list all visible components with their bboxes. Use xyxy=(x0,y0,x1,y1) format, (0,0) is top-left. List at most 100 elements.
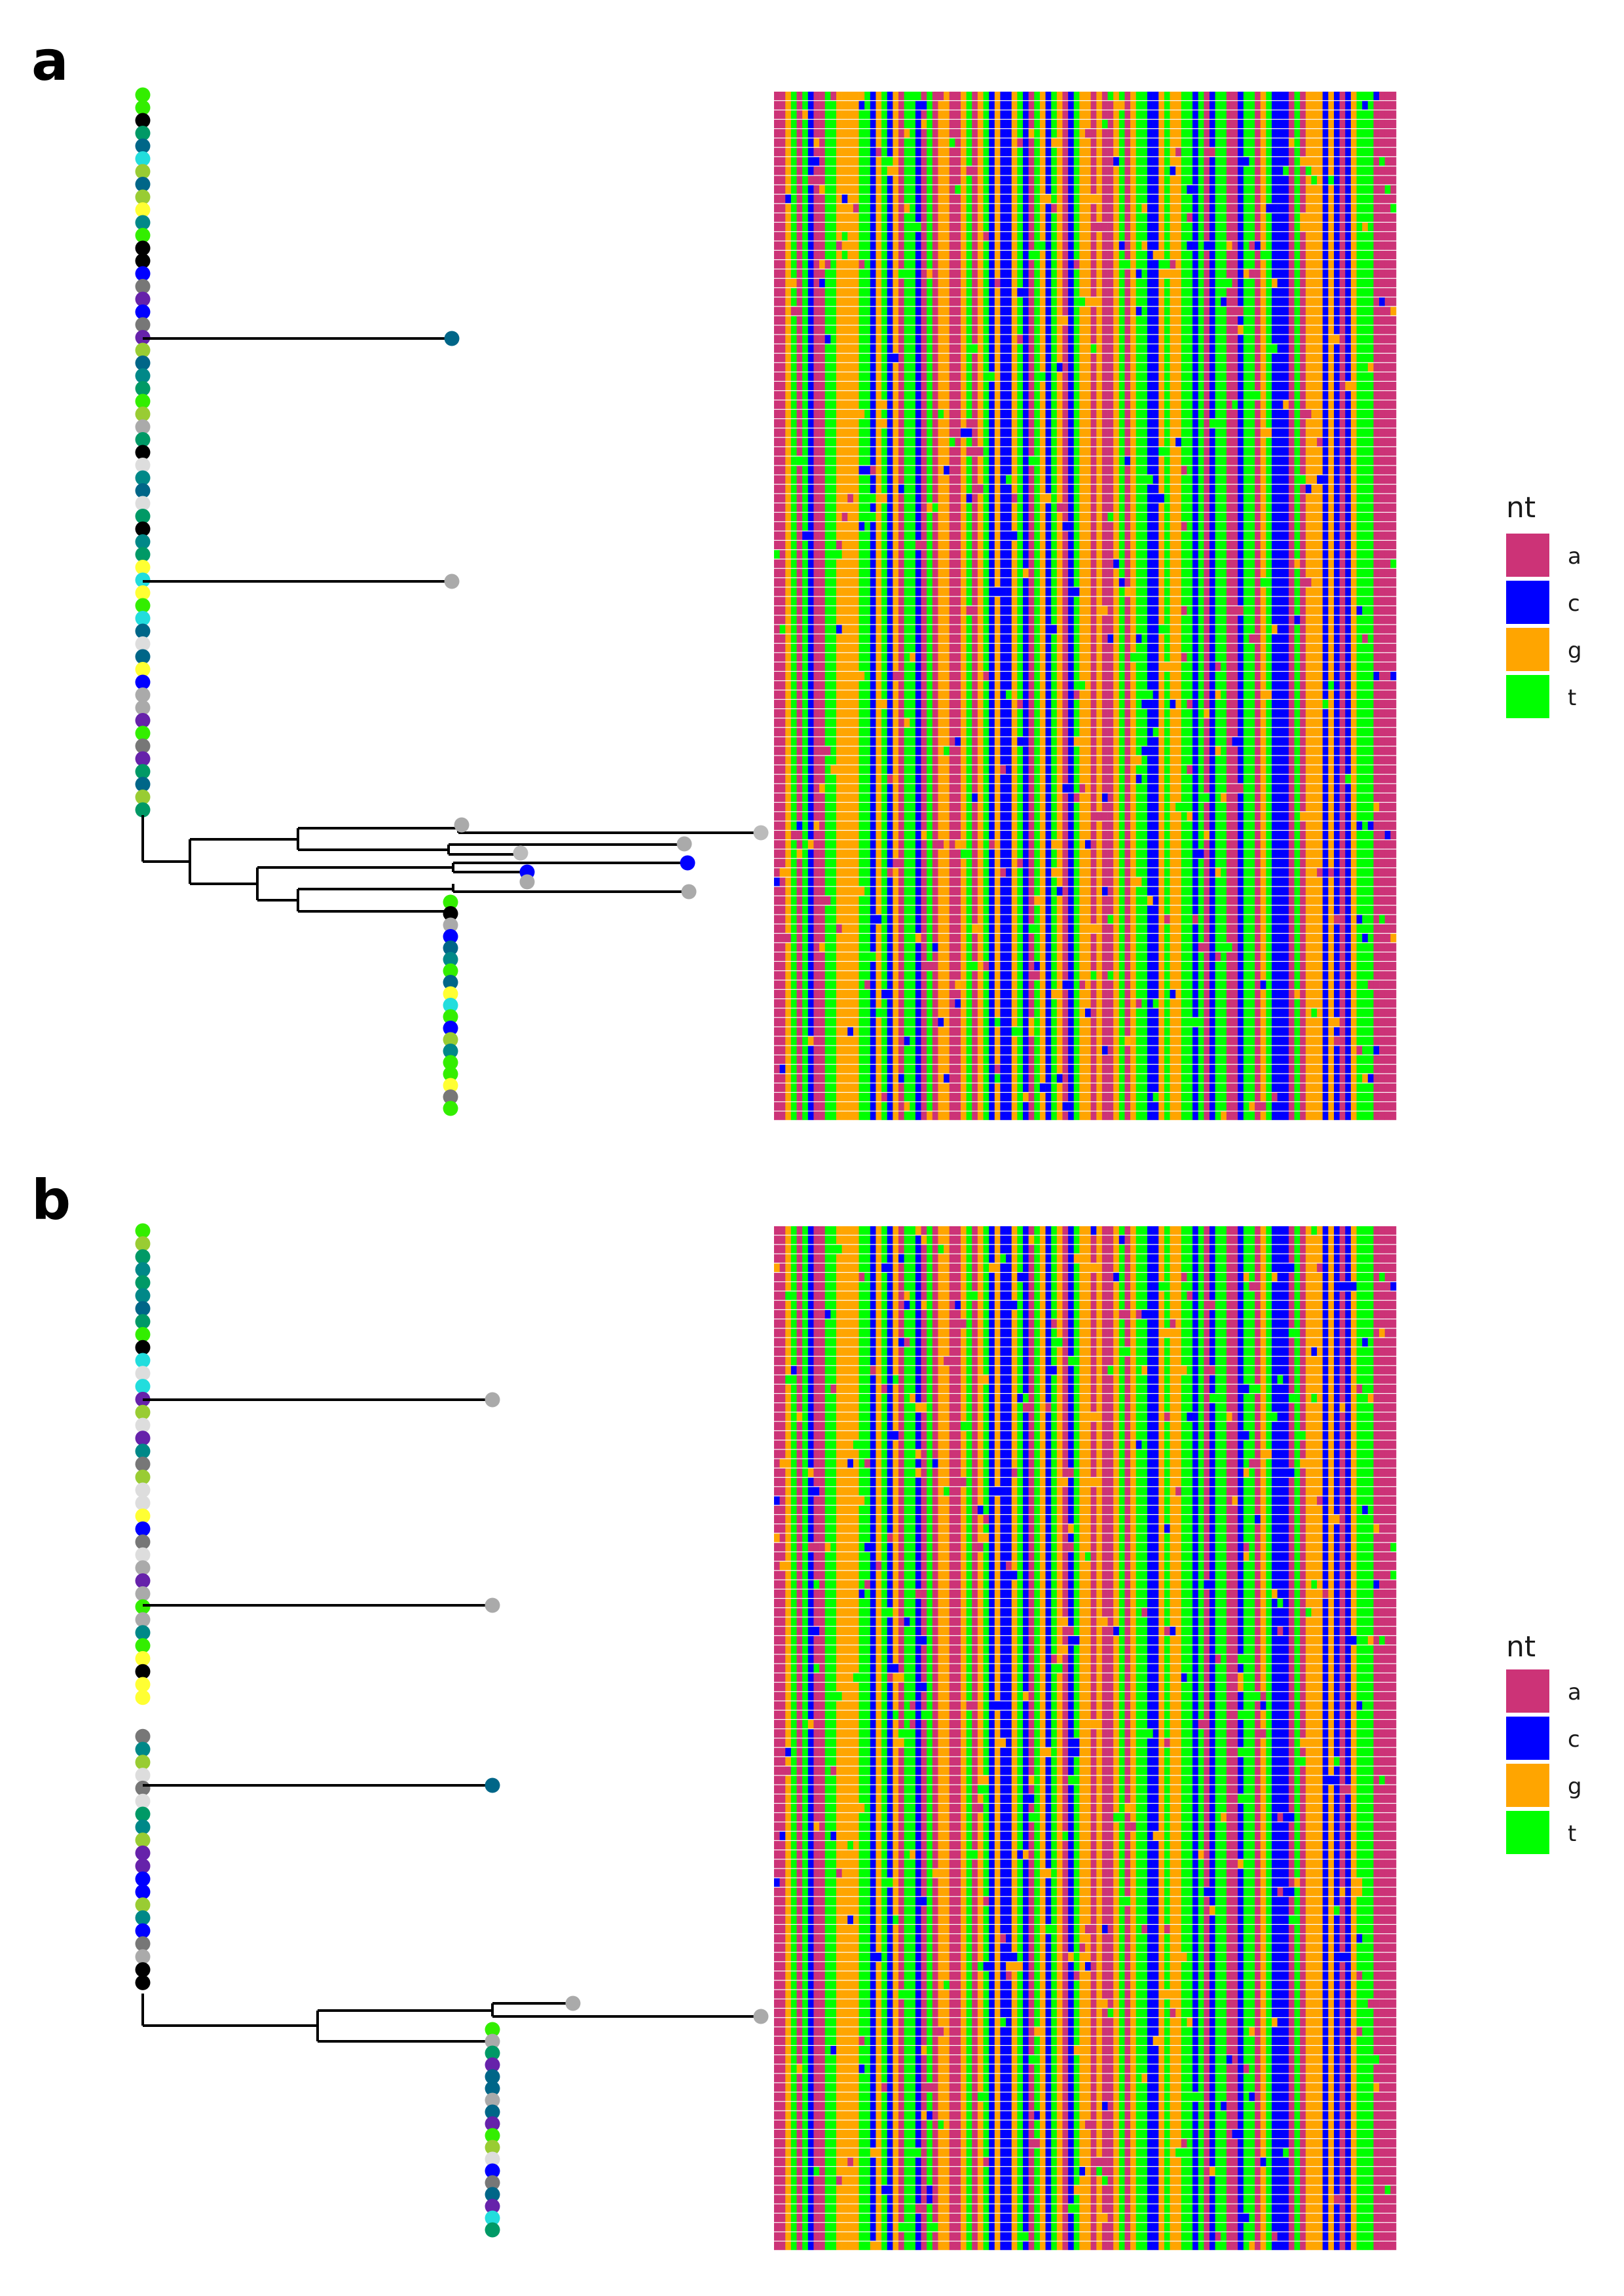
alignment-cell xyxy=(881,793,888,802)
alignment-cell xyxy=(977,297,984,306)
alignment-cell xyxy=(1023,204,1029,213)
alignment-cell xyxy=(898,699,904,708)
alignment-cell xyxy=(881,1102,888,1111)
alignment-cell xyxy=(802,971,809,980)
alignment-cell xyxy=(983,615,989,625)
alignment-cell xyxy=(966,858,972,867)
alignment-cell xyxy=(983,437,989,446)
alignment-cell xyxy=(841,1093,848,1102)
alignment-cell xyxy=(785,1093,792,1102)
alignment-cell xyxy=(864,615,871,625)
alignment-cell xyxy=(927,241,933,250)
alignment-cell xyxy=(927,653,933,662)
alignment-cell xyxy=(785,550,792,559)
alignment-cell xyxy=(921,297,927,306)
alignment-cell xyxy=(904,456,910,465)
alignment-cell xyxy=(807,213,814,222)
alignment-cell xyxy=(972,840,978,849)
alignment-cell xyxy=(807,456,814,465)
alignment-cell xyxy=(1006,447,1012,456)
alignment-cell xyxy=(807,644,814,653)
alignment-cell xyxy=(836,606,842,615)
alignment-cell xyxy=(977,596,984,606)
alignment-cell xyxy=(864,92,871,101)
alignment-cell xyxy=(910,784,916,793)
alignment-cell xyxy=(774,110,780,119)
alignment-cell xyxy=(819,288,826,297)
alignment-cell xyxy=(944,840,950,849)
alignment-cell xyxy=(864,868,871,877)
alignment-cell xyxy=(977,419,984,428)
alignment-cell xyxy=(915,92,921,101)
alignment-cell xyxy=(876,129,882,138)
alignment-cell xyxy=(961,606,967,615)
alignment-cell xyxy=(836,465,842,475)
alignment-cell xyxy=(847,568,854,577)
alignment-cell xyxy=(921,223,927,232)
alignment-cell xyxy=(830,690,837,699)
alignment-cell xyxy=(887,924,893,933)
alignment-cell xyxy=(779,1102,786,1111)
alignment-cell xyxy=(955,531,961,540)
alignment-cell xyxy=(813,354,820,363)
alignment-cell xyxy=(1006,774,1012,784)
alignment-cell xyxy=(779,363,786,372)
alignment-cell xyxy=(994,653,1001,662)
alignment-cell xyxy=(938,175,944,185)
alignment-cell xyxy=(847,924,854,933)
alignment-cell xyxy=(898,92,904,101)
alignment-cell xyxy=(904,672,910,681)
alignment-cell xyxy=(1023,363,1029,372)
alignment-cell xyxy=(898,278,904,287)
alignment-cell xyxy=(904,1036,910,1046)
alignment-cell xyxy=(853,718,859,727)
alignment-cell xyxy=(938,531,944,540)
alignment-cell xyxy=(830,400,837,409)
phylogenetic-tree-a xyxy=(135,87,769,1116)
alignment-cell xyxy=(858,737,865,746)
alignment-cell xyxy=(944,793,950,802)
alignment-cell xyxy=(858,316,865,325)
alignment-cell xyxy=(802,531,809,540)
alignment-cell xyxy=(910,1074,916,1083)
alignment-cell xyxy=(1006,522,1012,531)
alignment-cell xyxy=(1006,166,1012,175)
alignment-cell xyxy=(876,540,882,550)
alignment-cell xyxy=(779,456,786,465)
alignment-cell xyxy=(994,784,1001,793)
alignment-cell xyxy=(774,1017,780,1027)
alignment-cell xyxy=(910,1102,916,1111)
alignment-cell xyxy=(802,1065,809,1074)
alignment-cell xyxy=(864,465,871,475)
alignment-cell xyxy=(932,138,938,147)
alignment-cell xyxy=(1000,962,1006,971)
alignment-cell xyxy=(807,1055,814,1065)
alignment-cell xyxy=(790,456,797,465)
alignment-cell xyxy=(966,185,972,194)
alignment-cell xyxy=(1017,513,1024,522)
alignment-cell xyxy=(807,475,814,484)
alignment-cell xyxy=(802,288,809,297)
alignment-cell xyxy=(774,886,780,896)
alignment-cell xyxy=(785,672,792,681)
alignment-cell xyxy=(847,653,854,662)
alignment-cell xyxy=(972,288,978,297)
alignment-cell xyxy=(796,877,803,886)
alignment-cell xyxy=(949,409,955,418)
alignment-cell xyxy=(876,232,882,241)
alignment-cell xyxy=(1000,681,1006,690)
alignment-cell xyxy=(972,494,978,503)
alignment-cell xyxy=(790,1017,797,1027)
alignment-cell xyxy=(915,335,921,344)
alignment-cell xyxy=(904,971,910,980)
alignment-cell xyxy=(824,110,831,119)
alignment-cell xyxy=(977,962,984,971)
alignment-cell xyxy=(966,1055,972,1065)
alignment-cell xyxy=(841,419,848,428)
alignment-cell xyxy=(796,849,803,858)
alignment-cell xyxy=(853,653,859,662)
alignment-cell xyxy=(932,784,938,793)
alignment-cell xyxy=(824,634,831,643)
alignment-cell xyxy=(910,877,916,886)
alignment-cell xyxy=(938,484,944,494)
